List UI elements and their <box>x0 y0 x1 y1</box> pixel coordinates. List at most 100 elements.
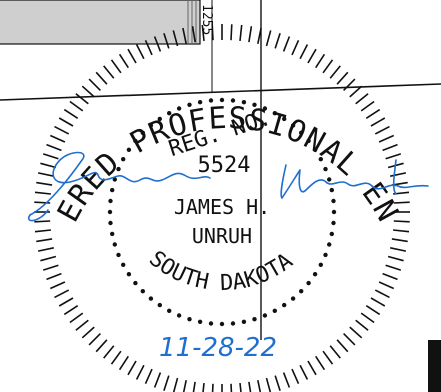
seal-dot <box>331 198 336 204</box>
seal-serration <box>307 48 317 64</box>
seal-dot <box>272 308 277 313</box>
seal-dot <box>148 123 154 128</box>
seal-serration <box>315 355 326 371</box>
seal-name-last: UNRUH <box>192 224 252 248</box>
seal-serration <box>42 264 59 271</box>
seal-serration <box>239 383 242 392</box>
seal-dot <box>133 138 138 144</box>
seal-serration <box>58 117 74 127</box>
seal-dot <box>312 272 318 277</box>
seal-dot <box>157 116 162 122</box>
seal-serration <box>144 39 153 56</box>
seal-dot <box>331 209 337 215</box>
seal-serration <box>393 229 410 233</box>
seal-dot <box>197 319 203 324</box>
seal-serration <box>49 281 66 290</box>
seal-serration <box>34 191 51 195</box>
seal-serration <box>182 380 187 392</box>
seal-dot <box>107 209 113 215</box>
seal-serration <box>248 26 253 43</box>
seal-dot <box>197 100 203 105</box>
seal-serration <box>274 32 281 49</box>
seal-dot <box>306 280 311 286</box>
seal-dot <box>187 102 192 108</box>
seal-dot <box>290 296 296 301</box>
seal-serration <box>34 220 51 223</box>
seal-serration <box>40 255 57 262</box>
seal-dot <box>112 242 118 247</box>
seal-dot <box>167 308 172 313</box>
seal-serration <box>58 297 74 307</box>
seal-dot <box>230 98 236 103</box>
seal-serration <box>110 59 122 74</box>
seal-serration <box>42 153 59 160</box>
seal-serration <box>336 71 349 85</box>
seal-serration <box>103 65 115 79</box>
seal-serration <box>37 247 54 252</box>
seal-serration <box>110 350 122 365</box>
seal-serration <box>118 53 129 69</box>
seal-serration <box>248 381 252 392</box>
seal-dot <box>108 220 113 226</box>
seal-serration <box>63 305 79 316</box>
seal-serration <box>382 272 398 281</box>
seal-serration <box>127 48 137 64</box>
seal-serration <box>230 24 233 41</box>
seal-serration <box>54 125 70 135</box>
seal-dot <box>327 177 332 182</box>
seal-serration <box>355 319 369 331</box>
seal-dot <box>318 262 323 267</box>
seal-dot <box>329 231 334 237</box>
seal-serration <box>172 30 179 47</box>
seal-dot <box>208 321 214 326</box>
seal-serration <box>315 53 326 69</box>
seal-serration <box>385 264 402 271</box>
seal-serration <box>382 143 398 152</box>
seal-dot <box>157 302 162 308</box>
seal-dot <box>176 106 182 111</box>
seal-serration <box>374 125 390 135</box>
seal-dot <box>187 317 192 322</box>
seal-dot <box>331 220 336 226</box>
seal-dot <box>312 147 318 152</box>
seal-dot <box>299 289 304 294</box>
seal-serration <box>81 326 95 339</box>
seal-serration <box>265 377 272 392</box>
seal-serration <box>163 375 170 392</box>
seal-dot <box>121 262 126 267</box>
seal-dot <box>241 319 247 324</box>
seal-dot <box>262 106 268 111</box>
seal-serration <box>360 100 375 112</box>
seal-serration <box>307 360 317 376</box>
seal-dot <box>252 317 257 322</box>
seal-serration <box>34 229 51 233</box>
seal-serration <box>343 333 356 346</box>
seal-reg-number: 5524 <box>198 153 251 178</box>
seal-serration <box>349 326 363 339</box>
seal-dot <box>306 138 311 144</box>
seal-serration <box>360 312 375 324</box>
seal-serration <box>329 65 341 79</box>
seal-serration <box>387 255 404 262</box>
seal-serration <box>81 85 95 98</box>
seal-name-first: JAMES H. <box>174 195 270 219</box>
seal-serration <box>144 368 153 385</box>
seal-dot <box>219 321 225 327</box>
seal-dot <box>282 302 287 308</box>
seal-serration <box>54 289 70 299</box>
panel-hatch <box>187 0 197 44</box>
seal-serration <box>390 172 407 177</box>
seal-serration <box>127 360 137 376</box>
seal-serration <box>36 181 53 186</box>
seal-serration <box>202 383 205 392</box>
seal-serration <box>211 24 214 41</box>
seal-serration <box>378 134 395 143</box>
seal-serration <box>191 26 196 43</box>
seal-dot <box>252 102 257 108</box>
seal-dot <box>272 111 277 116</box>
seal-serration <box>370 117 386 127</box>
seal-serration <box>299 44 309 60</box>
